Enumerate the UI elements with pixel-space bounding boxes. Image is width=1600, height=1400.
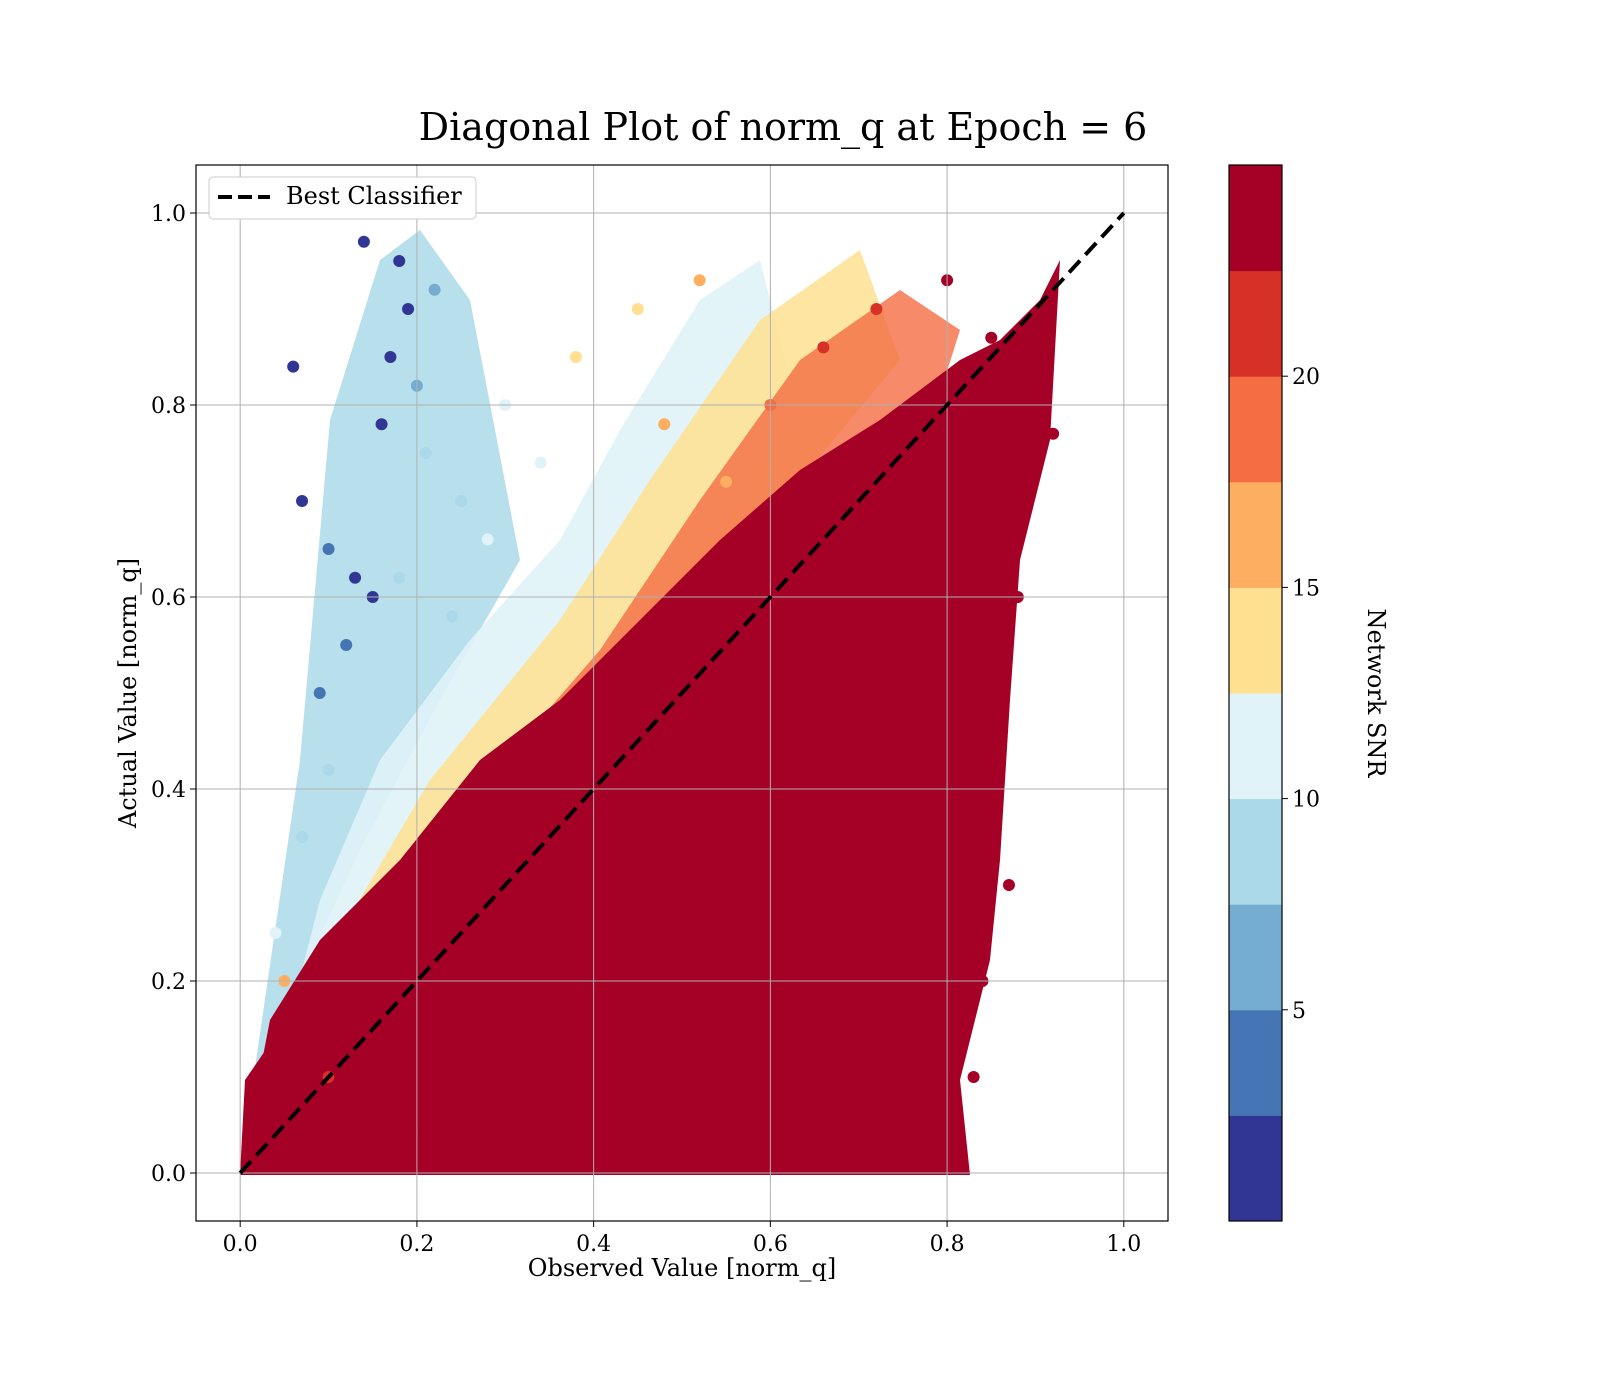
- colorbar-segment: [1229, 1115, 1282, 1222]
- scatter-point: [658, 418, 671, 431]
- colorbar-segment: [1229, 165, 1282, 272]
- x-tick-label: 1.0: [1106, 1232, 1141, 1257]
- y-tick-label: 0.8: [151, 394, 186, 419]
- scatter-point: [384, 351, 397, 363]
- y-axis-ticks: 0.0 0.2 0.4 0.6 0.8 1.0: [151, 202, 196, 1187]
- scatter-point: [287, 360, 300, 373]
- best-classifier-line: [238, 211, 1126, 1175]
- scatter-cloud: [240, 230, 1060, 1175]
- scatter-point: [313, 687, 326, 699]
- scatter-point: [1047, 427, 1060, 440]
- y-tick-label: 0.4: [151, 778, 186, 803]
- axes-frame: [195, 164, 1169, 1222]
- y-axis-label: Actual Value [norm_q]: [114, 558, 142, 829]
- legend-box: [208, 176, 477, 220]
- x-tick-label: 0.6: [753, 1232, 788, 1257]
- scatter-point: [534, 456, 547, 469]
- colorbar-segment: [1229, 587, 1282, 694]
- scatter-point: [720, 475, 733, 488]
- colorbar: [1229, 165, 1282, 1222]
- colorbar-tick-label: 5: [1292, 999, 1306, 1024]
- scatter-point: [269, 927, 282, 939]
- y-tick-label: 0.2: [151, 970, 186, 995]
- colorbar-tick-label: 15: [1292, 576, 1320, 601]
- x-tick-label: 0.8: [930, 1232, 965, 1257]
- scatter-point: [631, 303, 644, 315]
- scatter-point: [393, 255, 406, 267]
- scatter-point: [428, 283, 441, 296]
- colorbar-ticks: 5 10 15 20: [1282, 365, 1320, 1024]
- x-tick-label: 0.0: [223, 1232, 258, 1257]
- scatter-point: [1029, 322, 1042, 335]
- y-tick-label: 0.0: [151, 1162, 186, 1187]
- scatter-point: [1002, 879, 1015, 891]
- scatter-point: [967, 1071, 980, 1083]
- scatter-point: [455, 495, 468, 507]
- x-tick-label: 0.2: [399, 1232, 434, 1257]
- chart-title: Diagonal Plot of norm_q at Epoch = 6: [419, 105, 1148, 150]
- x-tick-label: 0.4: [576, 1232, 611, 1257]
- scatter-point: [985, 331, 998, 344]
- scatter-point: [375, 418, 388, 431]
- scatter-point: [569, 351, 582, 363]
- colorbar-segment: [1229, 376, 1282, 483]
- scatter-point: [393, 571, 406, 584]
- colorbar-tick-label: 20: [1292, 365, 1320, 390]
- scatter-point: [419, 447, 432, 459]
- y-tick-label: 1.0: [151, 202, 186, 227]
- scatter-point: [481, 533, 494, 546]
- colorbar-segment: [1229, 481, 1282, 588]
- scatter-band-dark-red: [240, 260, 1060, 1175]
- scatter-point: [296, 495, 309, 507]
- colorbar-label: Network SNR: [1362, 609, 1390, 779]
- scatter-point: [296, 831, 309, 843]
- scatter-point: [322, 543, 335, 555]
- colorbar-segment: [1229, 693, 1282, 800]
- scatter-point: [870, 303, 883, 315]
- colorbar-segment: [1229, 1009, 1282, 1116]
- x-axis-ticks: 0.0 0.2 0.4 0.6 0.8 1.0: [223, 1221, 1141, 1257]
- colorbar-segment: [1229, 270, 1282, 377]
- colorbar-segment: [1229, 904, 1282, 1011]
- x-axis-label: Observed Value [norm_q]: [528, 1254, 836, 1282]
- scatter-band-light-blue: [240, 230, 520, 1170]
- scatter-point: [994, 735, 1007, 747]
- scatter-point: [357, 235, 370, 248]
- scatter-point: [817, 341, 830, 354]
- y-tick-label: 0.6: [151, 586, 186, 611]
- colorbar-segment: [1229, 798, 1282, 905]
- scatter-point: [446, 610, 459, 623]
- colorbar-tick-label: 10: [1292, 788, 1320, 813]
- legend-label-best-classifier: Best Classifier: [286, 182, 462, 210]
- scatter-point: [340, 639, 353, 651]
- scatter-point: [693, 274, 706, 287]
- scatter-band-dark-red-lower: [240, 980, 960, 1175]
- scatter-point: [322, 763, 335, 776]
- scatter-point: [402, 303, 415, 315]
- scatter-point: [349, 571, 362, 584]
- legend: Best Classifier: [208, 176, 477, 220]
- colorbar-frame: [1228, 164, 1283, 1222]
